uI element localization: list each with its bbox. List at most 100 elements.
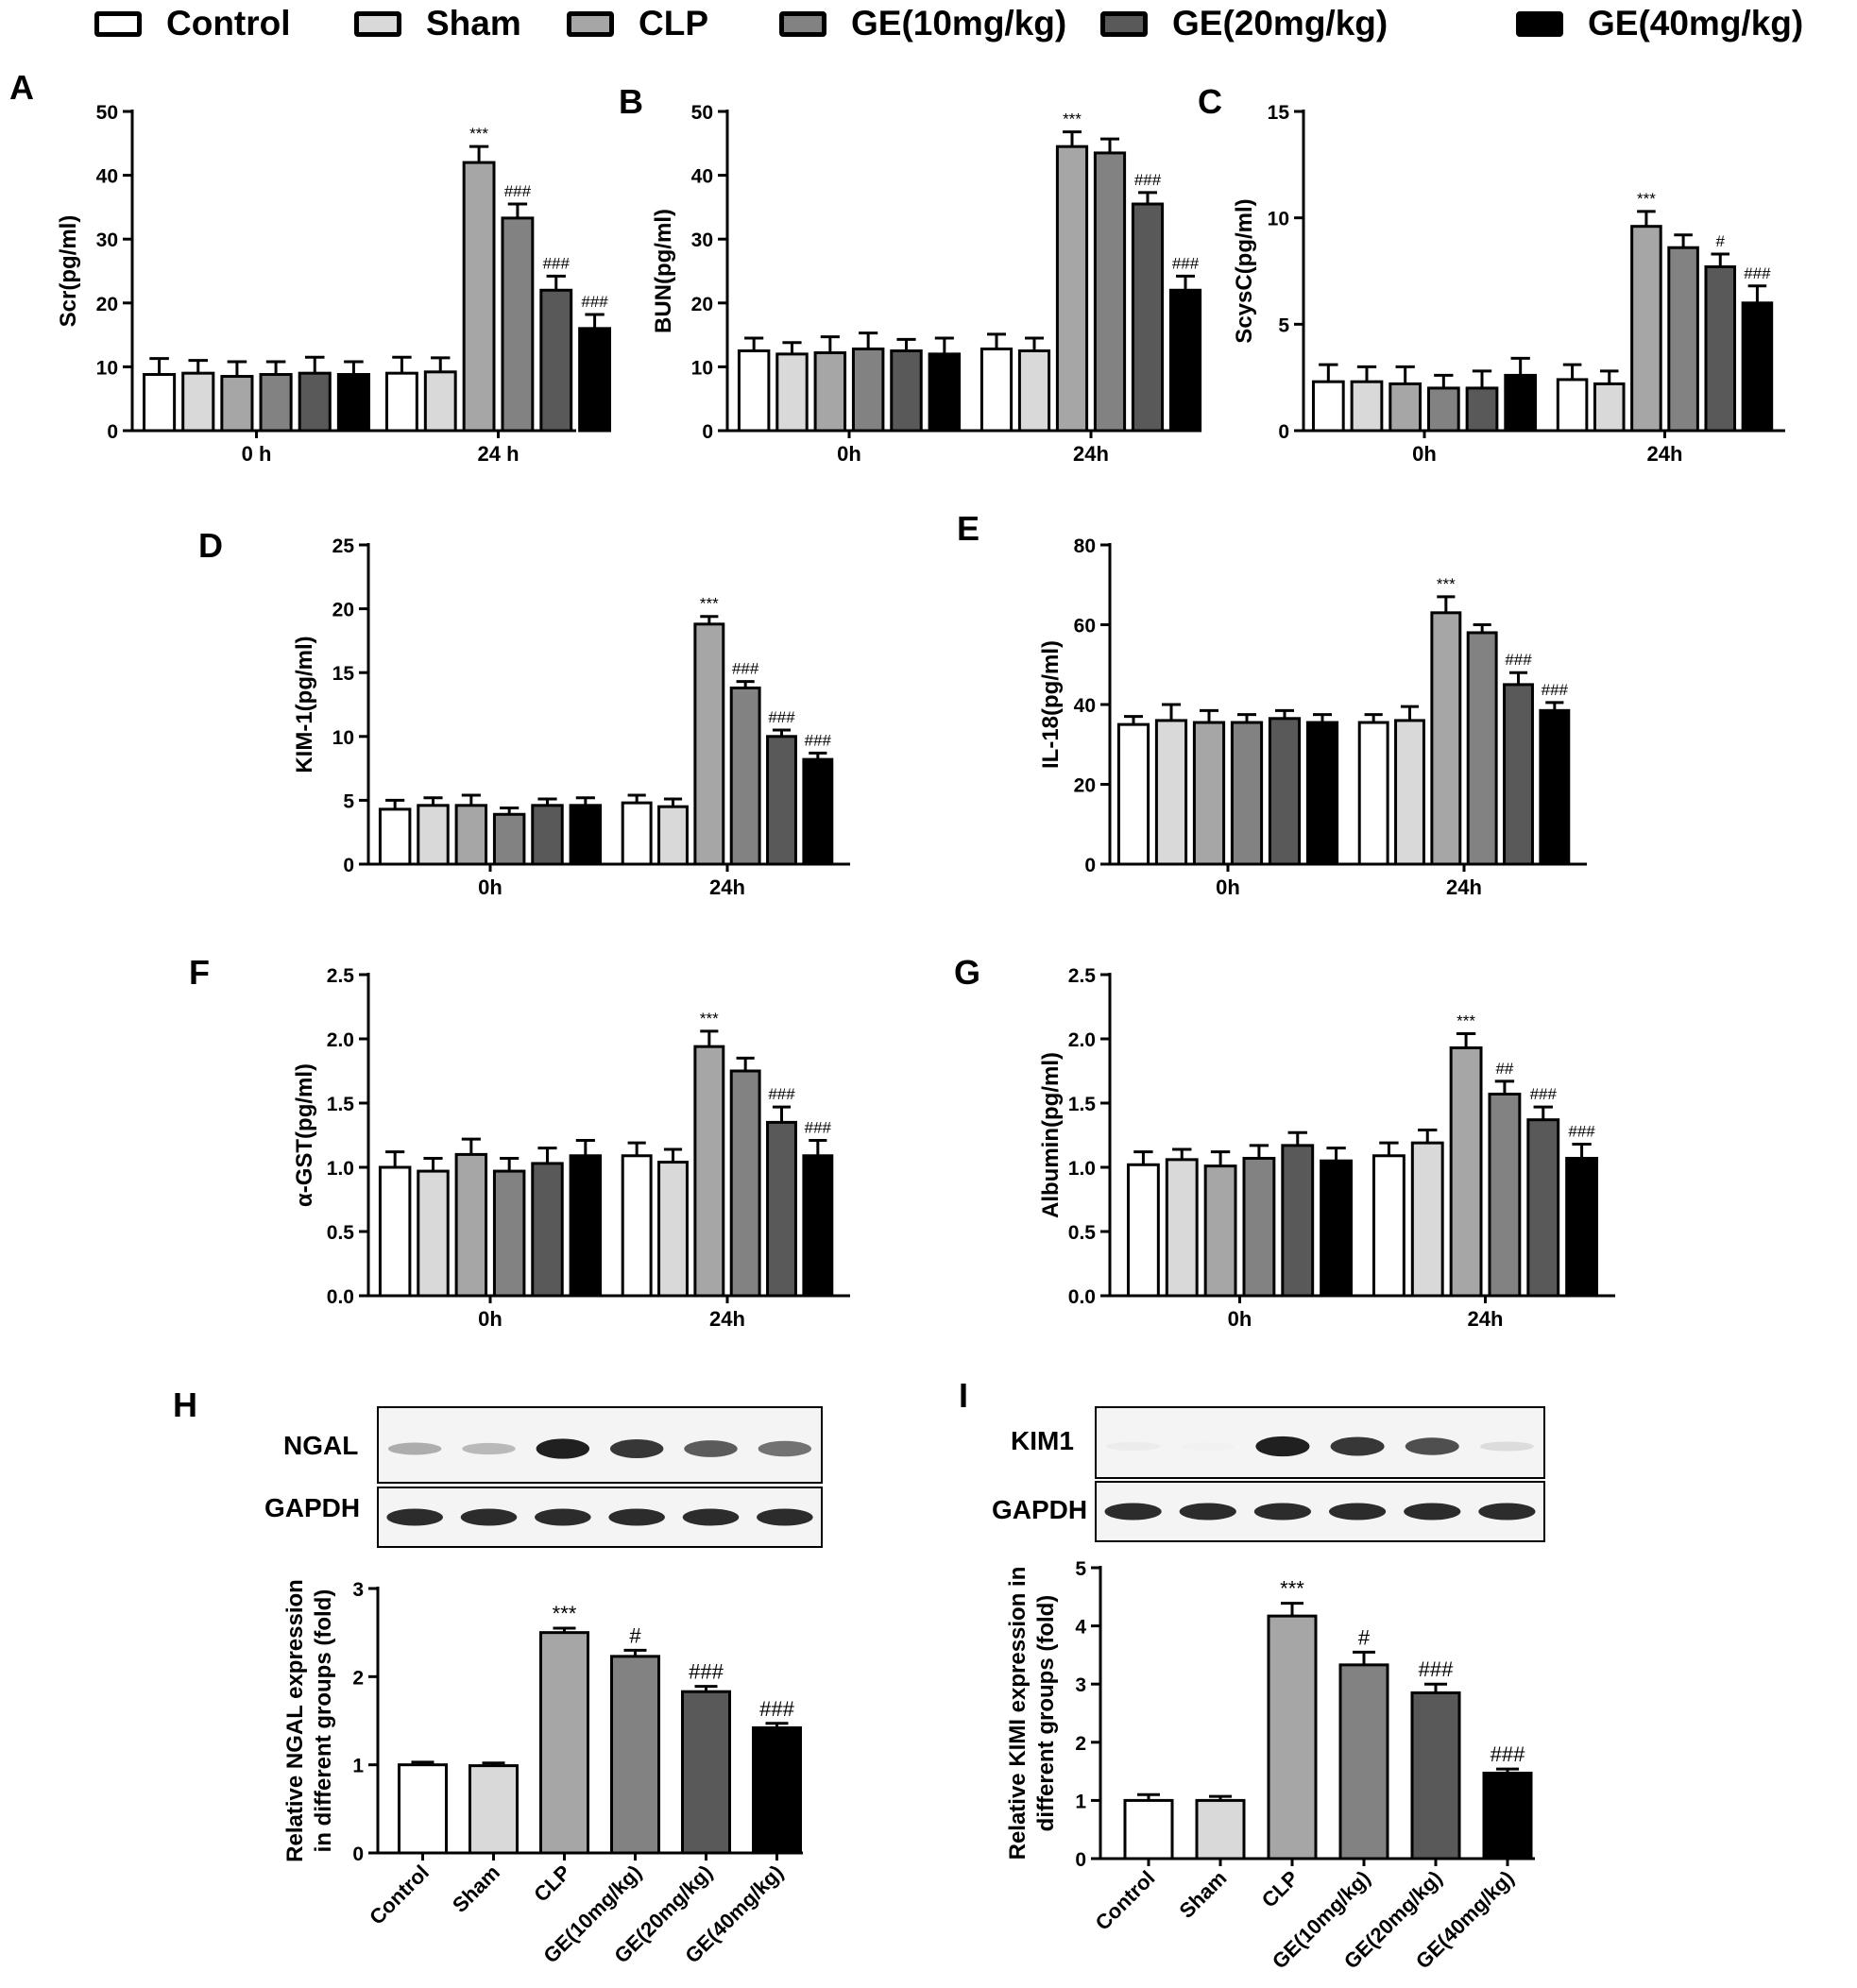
- bar-c-1-1: [1593, 382, 1626, 433]
- y-tick-label: 0: [107, 421, 118, 443]
- y-tick-label: 30: [691, 229, 713, 251]
- bar-e-1-2: [1430, 611, 1462, 866]
- blot-band-protein: [1255, 1436, 1310, 1457]
- y-tick-label: 10: [691, 357, 713, 379]
- y-tick-label: 10: [332, 727, 354, 749]
- chart-panel-d: D 0 5 10 15 20 25 KIM-1(pg/ml) 0h 24h *** ### ### ###: [198, 526, 850, 899]
- bar-b-0-3: [851, 347, 885, 433]
- legend-label: CLP: [639, 4, 708, 42]
- significance-label: ###: [768, 1085, 795, 1103]
- blot-band-gapdh: [386, 1508, 443, 1526]
- y-axis-title: α-GST(pg/ml): [292, 1063, 317, 1207]
- legend-label: Control: [166, 4, 291, 42]
- bar-d-0-1: [417, 804, 450, 866]
- significance-label: #: [1358, 1625, 1371, 1649]
- y-tick-label: 2.0: [327, 1029, 354, 1051]
- bar-f-1-0: [621, 1154, 653, 1298]
- y-tick-label: 40: [96, 166, 118, 188]
- bar-h-0: [398, 1763, 448, 1855]
- blot-band-protein: [758, 1440, 812, 1457]
- y-axis-title-line-1: Relative NGAL expression: [282, 1579, 308, 1862]
- blot-band-gapdh: [608, 1508, 665, 1526]
- bar-b-1-0: [980, 347, 1014, 433]
- x-tick-label: 24h: [1647, 442, 1683, 466]
- x-tick-label: 24h: [709, 875, 745, 899]
- bar-g-1-5: [1565, 1156, 1599, 1298]
- y-tick-label: 1: [352, 1756, 364, 1777]
- blot-band-protein: [536, 1438, 590, 1459]
- bar-c-1-3: [1667, 246, 1699, 433]
- x-tick-label: CLP: [529, 1861, 575, 1907]
- bar-d-1-2: [693, 622, 725, 866]
- blot-band-protein: [1405, 1437, 1459, 1455]
- bar-g-0-0: [1126, 1163, 1160, 1298]
- y-tick-label: 2: [352, 1667, 364, 1689]
- blot-band-gapdh: [757, 1508, 813, 1526]
- bar-c-0-3: [1426, 386, 1460, 433]
- y-axis-title: KIM-1(pg/ml): [292, 636, 317, 773]
- blot-band-gapdh: [682, 1508, 740, 1526]
- significance-label: ###: [732, 660, 759, 678]
- y-tick-label: 20: [1074, 775, 1096, 797]
- y-tick-label: 2.5: [1068, 965, 1097, 987]
- significance-label: ##: [1495, 1060, 1513, 1078]
- blot-band-gapdh: [1104, 1503, 1162, 1521]
- blot-band-protein: [1479, 1441, 1534, 1452]
- x-tick-label: Control: [365, 1861, 434, 1929]
- y-tick-label: 10: [1268, 209, 1289, 230]
- bar-g-1-4: [1526, 1118, 1560, 1298]
- y-tick-label: 0: [1278, 421, 1289, 443]
- blot-frame-protein: [1095, 1406, 1545, 1479]
- significance-label: ###: [581, 293, 608, 311]
- bar-d-0-2: [454, 804, 488, 866]
- bar-a-1-5: [578, 327, 612, 433]
- bar-e-0-4: [1268, 717, 1302, 866]
- bar-f-1-1: [657, 1161, 689, 1298]
- bar-a-1-3: [501, 216, 535, 433]
- bar-c-1-5: [1741, 301, 1774, 433]
- blot-band-gapdh: [1329, 1503, 1387, 1521]
- significance-label: ***: [1457, 1012, 1475, 1030]
- x-tick-label: 0h: [1228, 1307, 1252, 1331]
- blot-protein-label: NGAL: [283, 1431, 358, 1460]
- bar-f-0-2: [454, 1152, 488, 1298]
- bar-d-0-5: [569, 804, 603, 866]
- bar-g-0-3: [1242, 1156, 1276, 1298]
- panel-letter: C: [1198, 82, 1222, 121]
- significance-label: ###: [1134, 171, 1162, 189]
- bar-a-1-2: [462, 161, 496, 433]
- bar-c-1-4: [1704, 264, 1737, 433]
- bar-a-1-0: [384, 371, 418, 433]
- bar-f-1-5: [802, 1154, 834, 1298]
- significance-label: ***: [700, 1010, 719, 1028]
- bar-d-1-3: [729, 686, 761, 866]
- significance-label: ###: [759, 1697, 794, 1721]
- y-axis-title-line-2: different groups (fold): [1033, 1595, 1059, 1832]
- bar-g-1-2: [1449, 1046, 1483, 1298]
- x-tick-label: 24h: [1073, 442, 1109, 466]
- y-tick-label: 2: [1075, 1733, 1086, 1755]
- chart-panel-e: E 0 20 40 60 80 IL-18(pg/ml) 0h 24h *** ### ###: [957, 509, 1587, 899]
- blot-band-protein: [684, 1440, 738, 1457]
- panel-letter: G: [954, 953, 980, 992]
- significance-label: ***: [1637, 190, 1656, 208]
- western-blot-h: H NGAL GAPDH: [173, 1385, 823, 1548]
- bar-e-1-0: [1357, 721, 1389, 866]
- bar-f-1-2: [693, 1045, 725, 1298]
- bar-e-1-1: [1394, 719, 1425, 866]
- legend-item-6: GE(40mg/kg): [1516, 4, 1803, 42]
- bar-a-0-0: [143, 373, 177, 433]
- blot-band-gapdh: [1179, 1503, 1236, 1521]
- x-tick-label: 24h: [1468, 1307, 1504, 1331]
- bar-c-1-0: [1556, 378, 1589, 433]
- x-tick-label: 0h: [837, 442, 861, 466]
- bar-d-0-0: [378, 807, 412, 866]
- western-blot-i: I KIM1 GAPDH: [959, 1376, 1545, 1542]
- bar-e-0-2: [1192, 721, 1226, 866]
- y-axis-title: ScysC(pg/ml): [1232, 198, 1257, 343]
- y-tick-label: 25: [332, 535, 355, 557]
- significance-label: ***: [1437, 575, 1456, 593]
- y-tick-label: 15: [1268, 102, 1290, 124]
- x-tick-label: 24 h: [477, 442, 519, 466]
